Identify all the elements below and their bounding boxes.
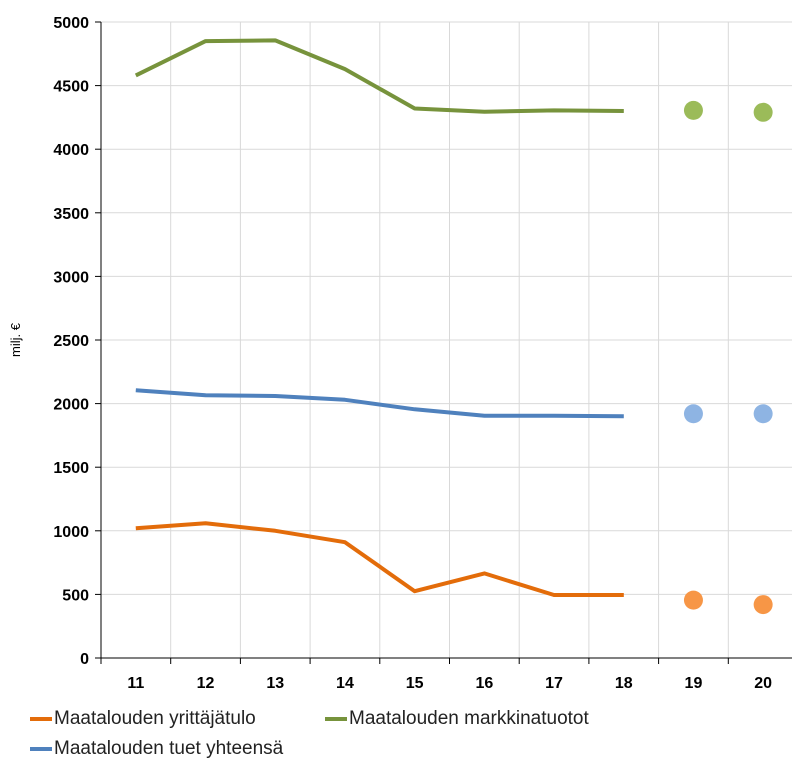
x-tick-label: 20 bbox=[754, 675, 772, 692]
x-tick-label: 11 bbox=[127, 675, 144, 692]
x-tick-label: 16 bbox=[475, 675, 493, 692]
forecast-point-1-8 bbox=[683, 100, 703, 120]
legend-item-yrittajatulo: Maatalouden yrittäjätulo bbox=[30, 708, 256, 730]
x-tick-label: 12 bbox=[197, 675, 215, 692]
y-tick-label: 4500 bbox=[53, 79, 89, 96]
forecast-point-2-8 bbox=[683, 404, 703, 424]
y-tick-label: 5000 bbox=[53, 15, 89, 32]
x-tick-label: 17 bbox=[545, 675, 563, 692]
gridlines bbox=[101, 21, 792, 658]
y-tick-label: 0 bbox=[80, 651, 89, 668]
legend-label-markkinatuotot: Maatalouden markkinatuotot bbox=[349, 708, 589, 729]
y-tick-label: 3500 bbox=[53, 206, 89, 223]
x-tick-label: 13 bbox=[266, 675, 284, 692]
series-lines bbox=[134, 38, 624, 597]
y-axis-label: milj. € bbox=[8, 322, 23, 357]
y-tick-label: 1000 bbox=[53, 524, 89, 541]
y-tick-label: 1500 bbox=[53, 460, 89, 477]
legend-swatch-yrittajatulo bbox=[30, 717, 52, 721]
legend-label-tuet: Maatalouden tuet yhteensä bbox=[54, 738, 284, 759]
forecast-point-0-9 bbox=[753, 595, 773, 615]
legend-label-yrittajatulo: Maatalouden yrittäjätulo bbox=[54, 708, 256, 729]
y-tick-label: 3000 bbox=[53, 269, 89, 286]
series-line-0 bbox=[135, 521, 624, 597]
x-tick-label: 19 bbox=[685, 675, 703, 692]
legend-swatch-tuet bbox=[30, 747, 52, 751]
line-chart: 0 500 1000 1500 2000 2500 3000 3500 4000 4500 5000… bbox=[8, 15, 792, 692]
forecast-point-1-9 bbox=[753, 102, 773, 122]
y-tick-label: 2500 bbox=[53, 333, 89, 350]
legend-swatch-markkinatuotot bbox=[325, 717, 347, 721]
x-tick-labels: 11 12 13 14 15 16 17 18 19 20 bbox=[127, 675, 772, 692]
x-tick-label: 14 bbox=[336, 675, 354, 692]
axes bbox=[95, 21, 792, 664]
y-tick-labels: 0 500 1000 1500 2000 2500 3000 3500 4000 4500 5000 bbox=[53, 15, 89, 668]
forecast-point-0-8 bbox=[683, 590, 703, 610]
legend-item-markkinatuotot: Maatalouden markkinatuotot bbox=[325, 708, 589, 730]
forecast-point-2-9 bbox=[753, 404, 773, 424]
x-tick-label: 15 bbox=[406, 675, 424, 692]
y-tick-label: 500 bbox=[62, 587, 89, 604]
y-tick-label: 4000 bbox=[53, 142, 89, 159]
legend-item-tuet: Maatalouden tuet yhteensä bbox=[30, 738, 283, 760]
y-tick-label: 2000 bbox=[53, 397, 89, 414]
forecast-markers bbox=[683, 100, 773, 615]
series-line-1 bbox=[134, 38, 624, 114]
x-tick-label: 18 bbox=[615, 675, 633, 692]
series-line-2 bbox=[135, 388, 624, 419]
